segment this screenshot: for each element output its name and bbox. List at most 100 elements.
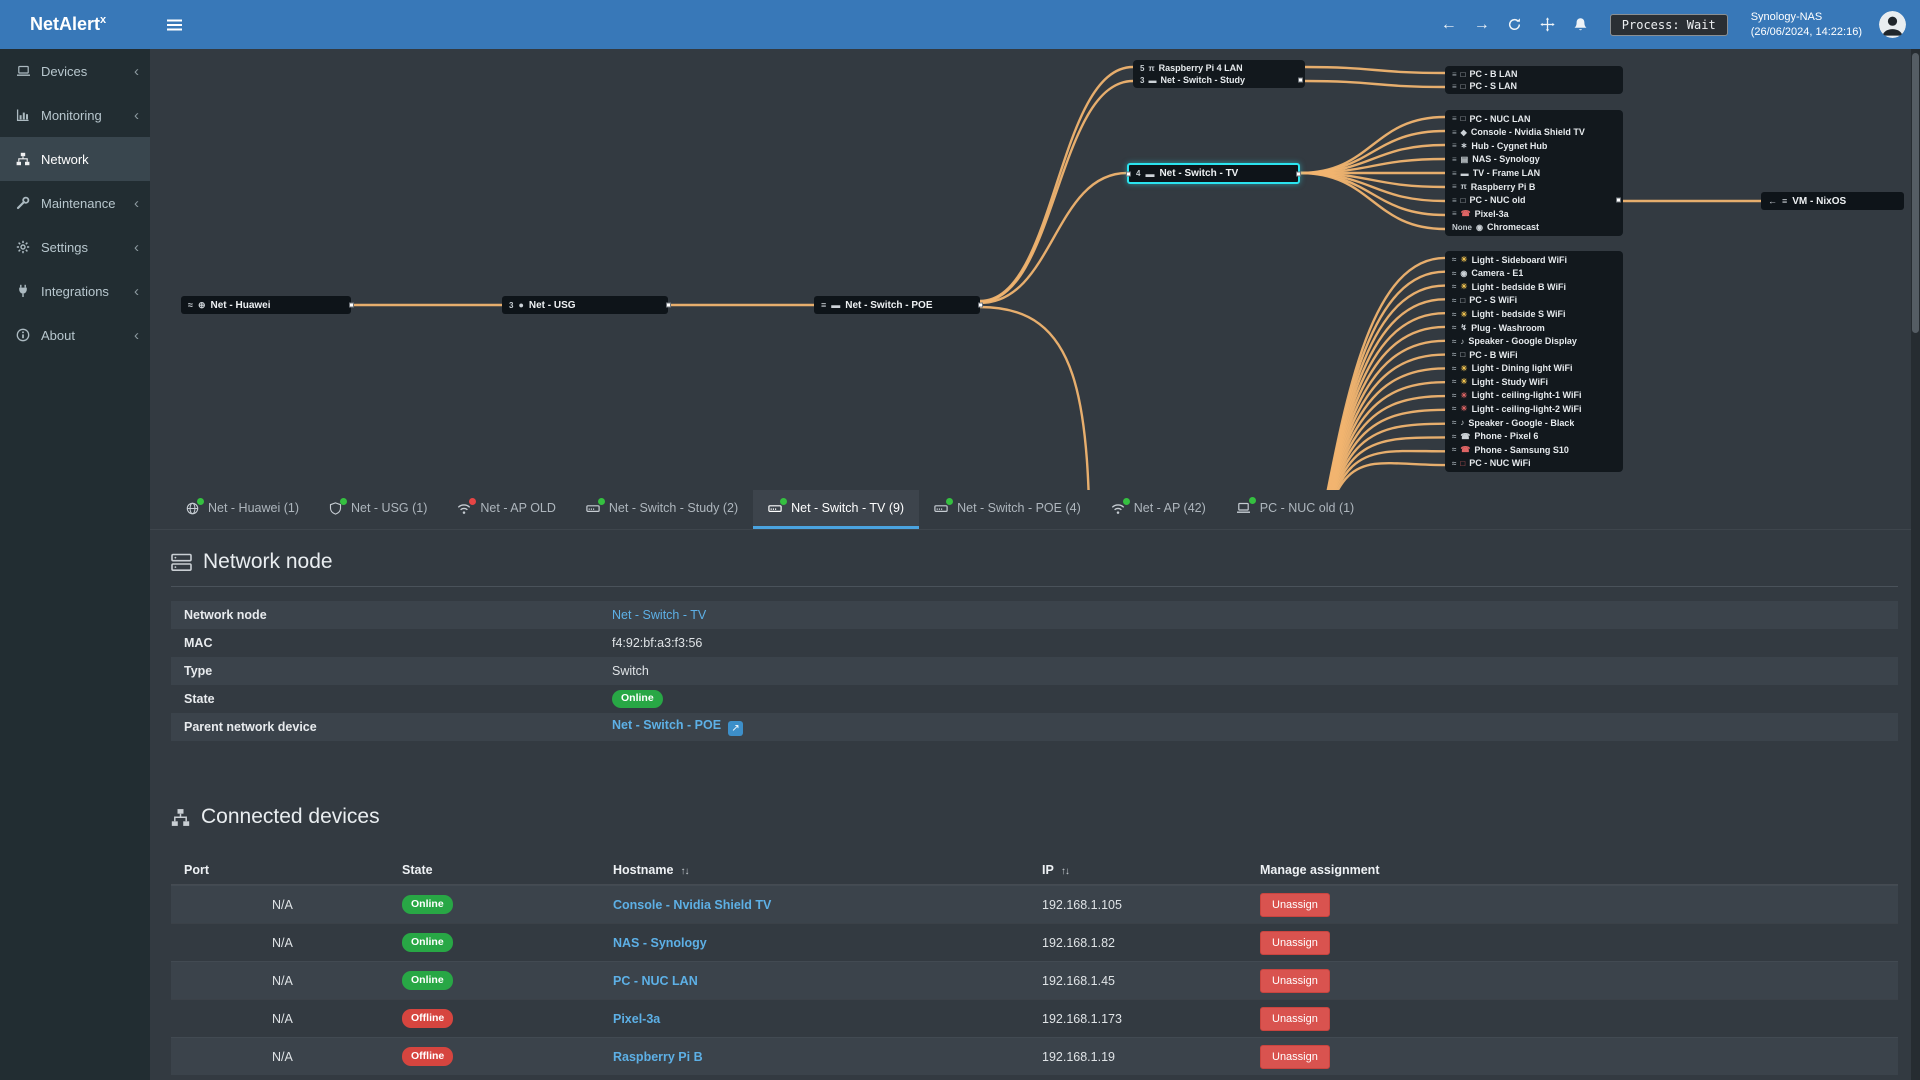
- unassign-button[interactable]: Unassign: [1260, 892, 1330, 917]
- device-table-header: Port State Hostname ↑↓ IP ↑↓ Manage assignment: [171, 855, 1898, 885]
- tab-net-usg-1[interactable]: Net - USG (1): [314, 490, 442, 529]
- phone-icon: ☎: [1460, 209, 1471, 219]
- tab-net-ap-42[interactable]: Net - AP (42): [1096, 490, 1221, 529]
- hamburger-icon: [166, 19, 182, 30]
- tree-node-vm-nixos[interactable]: ← ≡ VM - NixOS: [1761, 192, 1904, 210]
- eth-icon: ≡: [1452, 127, 1457, 137]
- sidebar-item-integrations[interactable]: Integrations ‹: [0, 269, 150, 313]
- forward-arrow-icon[interactable]: →: [1473, 15, 1490, 33]
- sidebar: Devices ‹ Monitoring ‹ Network Maintenance ‹ Se…: [0, 49, 150, 1080]
- sidebar-item-about[interactable]: About ‹: [0, 313, 150, 357]
- device-label: Phone - Pixel 6: [1474, 431, 1539, 442]
- sidebar-item-monitoring[interactable]: Monitoring ‹: [0, 93, 150, 137]
- device-label: Camera - E1: [1471, 268, 1524, 279]
- topbar-actions: ← → Process: Wait Synology-NAS (26/06/20…: [1441, 10, 1920, 40]
- hamburger-menu-button[interactable]: [150, 0, 198, 49]
- unassign-button[interactable]: Unassign: [1260, 930, 1330, 955]
- sidebar-item-network[interactable]: Network: [0, 137, 150, 181]
- tab-net-switch-study-2[interactable]: Net - Switch - Study (2): [571, 490, 753, 529]
- tree-device-pc-nuc-wifi[interactable]: ≈ □ PC - NUC WiFi: [1450, 456, 1618, 470]
- tree-device-net-switch-study[interactable]: 3 ▬ Net - Switch - Study: [1138, 74, 1303, 86]
- tree-device-pc-nuc-lan[interactable]: ≡ □ PC - NUC LAN: [1450, 112, 1618, 126]
- sort-icon[interactable]: ↑↓: [1060, 865, 1070, 877]
- node-label: Net - Switch - POE: [845, 299, 933, 311]
- wifi-icon: ≈: [1452, 309, 1457, 319]
- device-hostname-link[interactable]: PC - NUC LAN: [613, 973, 698, 988]
- sidebar-item-settings[interactable]: Settings ‹: [0, 225, 150, 269]
- tab-label: Net - Switch - TV (9): [791, 501, 905, 515]
- network-node-section-title: Network node: [171, 550, 1898, 574]
- tree-device-pixel-3a[interactable]: ≡ ☎ Pixel-3a: [1450, 207, 1618, 221]
- move-icon[interactable]: [1540, 17, 1556, 32]
- tree-node-net-usg[interactable]: 3 ● Net - USG: [502, 296, 671, 314]
- network-node-link[interactable]: Net - Switch - TV: [612, 608, 707, 622]
- unassign-button[interactable]: Unassign: [1260, 1044, 1330, 1069]
- tab-net-ap-old[interactable]: Net - AP OLD: [442, 490, 571, 529]
- device-label: PC - NUC old: [1469, 195, 1526, 206]
- tree-device-hub-cygnet-hub[interactable]: ≡ ∗ Hub - Cygnet Hub: [1450, 139, 1618, 153]
- laptop-icon: [1236, 497, 1256, 515]
- device-label: TV - Frame LAN: [1472, 168, 1541, 179]
- tree-node-net-switch-poe[interactable]: ≡ ▬ Net - Switch - POE: [814, 296, 983, 314]
- app-logo[interactable]: NetAlert x: [0, 0, 150, 49]
- device-hostname-link[interactable]: Console - Nvidia Shield TV: [613, 897, 772, 912]
- device-hostname-link[interactable]: Raspberry Pi B: [613, 1049, 703, 1064]
- tree-device-plug-washroom[interactable]: ≈ ↯ Plug - Washroom: [1450, 321, 1618, 335]
- device-hostname-link[interactable]: Pixel-3a: [613, 1011, 661, 1026]
- tree-device-chromecast[interactable]: None ◉ Chromecast: [1450, 221, 1618, 235]
- tab-pc-nuc-old-1[interactable]: PC - NUC old (1): [1221, 490, 1369, 529]
- sidebar-item-devices[interactable]: Devices ‹: [0, 49, 150, 93]
- avatar[interactable]: [1879, 11, 1906, 38]
- tree-device-raspberry-pi-4-lan[interactable]: 5 π Raspberry Pi 4 LAN: [1138, 62, 1300, 74]
- tab-net-switch-poe-4[interactable]: Net - Switch - POE (4): [919, 490, 1096, 529]
- tree-device-light-dining-light-wifi[interactable]: ≈ ☀ Light - Dining light WiFi: [1450, 362, 1618, 376]
- tree-device-pc-s-wifi[interactable]: ≈ □ PC - S WiFi: [1450, 294, 1618, 308]
- sort-icon[interactable]: ↑↓: [680, 865, 689, 877]
- tree-device-pc-b-lan[interactable]: ≡ □ PC - B LAN: [1450, 68, 1618, 80]
- tree-node-net-huawei[interactable]: ≈ ⊕ Net - Huawei: [181, 296, 354, 314]
- tree-device-light-bedside-s-wifi[interactable]: ≈ ☀ Light - bedside S WiFi: [1450, 307, 1618, 321]
- tree-device-light-ceiling-light-2-wifi[interactable]: ≈ ☀ Light - ceiling-light-2 WiFi: [1450, 402, 1618, 416]
- network-node-details: Network node Net - Switch - TV MAC f4:92:bf…: [171, 601, 1898, 741]
- tree-device-tv-frame-lan[interactable]: ≡ ▬ TV - Frame LAN: [1450, 166, 1618, 180]
- sidebar-item-label: About: [41, 327, 75, 343]
- back-arrow-icon[interactable]: ←: [1440, 15, 1457, 33]
- info-label: MAC: [184, 636, 213, 650]
- scrollbar-thumb[interactable]: [1912, 53, 1919, 333]
- tree-device-pc-nuc-old[interactable]: ≡ □ PC - NUC old: [1450, 193, 1621, 207]
- tree-device-light-study-wifi[interactable]: ≈ ☀ Light - Study WiFi: [1450, 375, 1618, 389]
- tab-net-switch-tv-9[interactable]: Net - Switch - TV (9): [753, 490, 920, 529]
- speaker-icon: ♪: [1460, 418, 1465, 428]
- external-link-icon[interactable]: ↗: [728, 721, 744, 736]
- bell-icon[interactable]: [1573, 17, 1589, 33]
- plug-icon: ↯: [1460, 323, 1468, 333]
- tab-net-huawei-1[interactable]: Net - Huawei (1): [171, 490, 314, 529]
- device-label: Plug - Washroom: [1471, 322, 1545, 333]
- tree-device-phone-samsung-s10[interactable]: ≈ ☎ Phone - Samsung S10: [1450, 443, 1618, 457]
- page-scrollbar[interactable]: [1911, 49, 1920, 1080]
- tree-device-light-bedside-b-wifi[interactable]: ≈ ☀ Light - bedside B WiFi: [1450, 280, 1618, 294]
- tree-device-camera-e1[interactable]: ≈ ◉ Camera - E1: [1450, 267, 1618, 281]
- tree-device-speaker-google-display[interactable]: ≈ ♪ Speaker - Google Display: [1450, 334, 1618, 348]
- tree-device-raspberry-pi-b[interactable]: ≡ π Raspberry Pi B: [1450, 180, 1618, 194]
- tree-node-net-switch-tv[interactable]: 4 ▬ Net - Switch - TV: [1126, 163, 1301, 184]
- unassign-button[interactable]: Unassign: [1260, 1006, 1330, 1031]
- refresh-icon[interactable]: [1507, 17, 1523, 32]
- port-number: 3: [509, 300, 514, 310]
- switch-icon: [934, 497, 954, 515]
- tree-device-speaker-google-black[interactable]: ≈ ♪ Speaker - Google - Black: [1450, 416, 1618, 430]
- unassign-button[interactable]: Unassign: [1260, 968, 1330, 993]
- tree-device-nas-synology[interactable]: ≡ ▤ NAS - Synology: [1450, 153, 1618, 167]
- tab-label: Net - Switch - POE (4): [957, 501, 1081, 515]
- tree-device-console-nvidia-shield-tv[interactable]: ≡ ◆ Console - Nvidia Shield TV: [1450, 126, 1618, 140]
- device-hostname-link[interactable]: NAS - Synology: [613, 935, 707, 950]
- sidebar-item-maintenance[interactable]: Maintenance ‹: [0, 181, 150, 225]
- tree-device-pc-b-wifi[interactable]: ≈ □ PC - B WiFi: [1450, 348, 1618, 362]
- cell-ip: 192.168.1.82: [1042, 935, 1115, 950]
- tree-device-pc-s-lan[interactable]: ≡ □ PC - S LAN: [1450, 80, 1618, 92]
- device-label: Speaker - Google - Black: [1468, 417, 1575, 428]
- tree-device-light-ceiling-light-1-wifi[interactable]: ≈ ☀ Light - ceiling-light-1 WiFi: [1450, 389, 1618, 403]
- tree-device-light-sideboard-wifi[interactable]: ≈ ☀ Light - Sideboard WiFi: [1450, 253, 1618, 267]
- parent-node-link[interactable]: Net - Switch - POE: [612, 718, 722, 732]
- tree-device-phone-pixel-6[interactable]: ≈ ☎ Phone - Pixel 6: [1450, 429, 1618, 443]
